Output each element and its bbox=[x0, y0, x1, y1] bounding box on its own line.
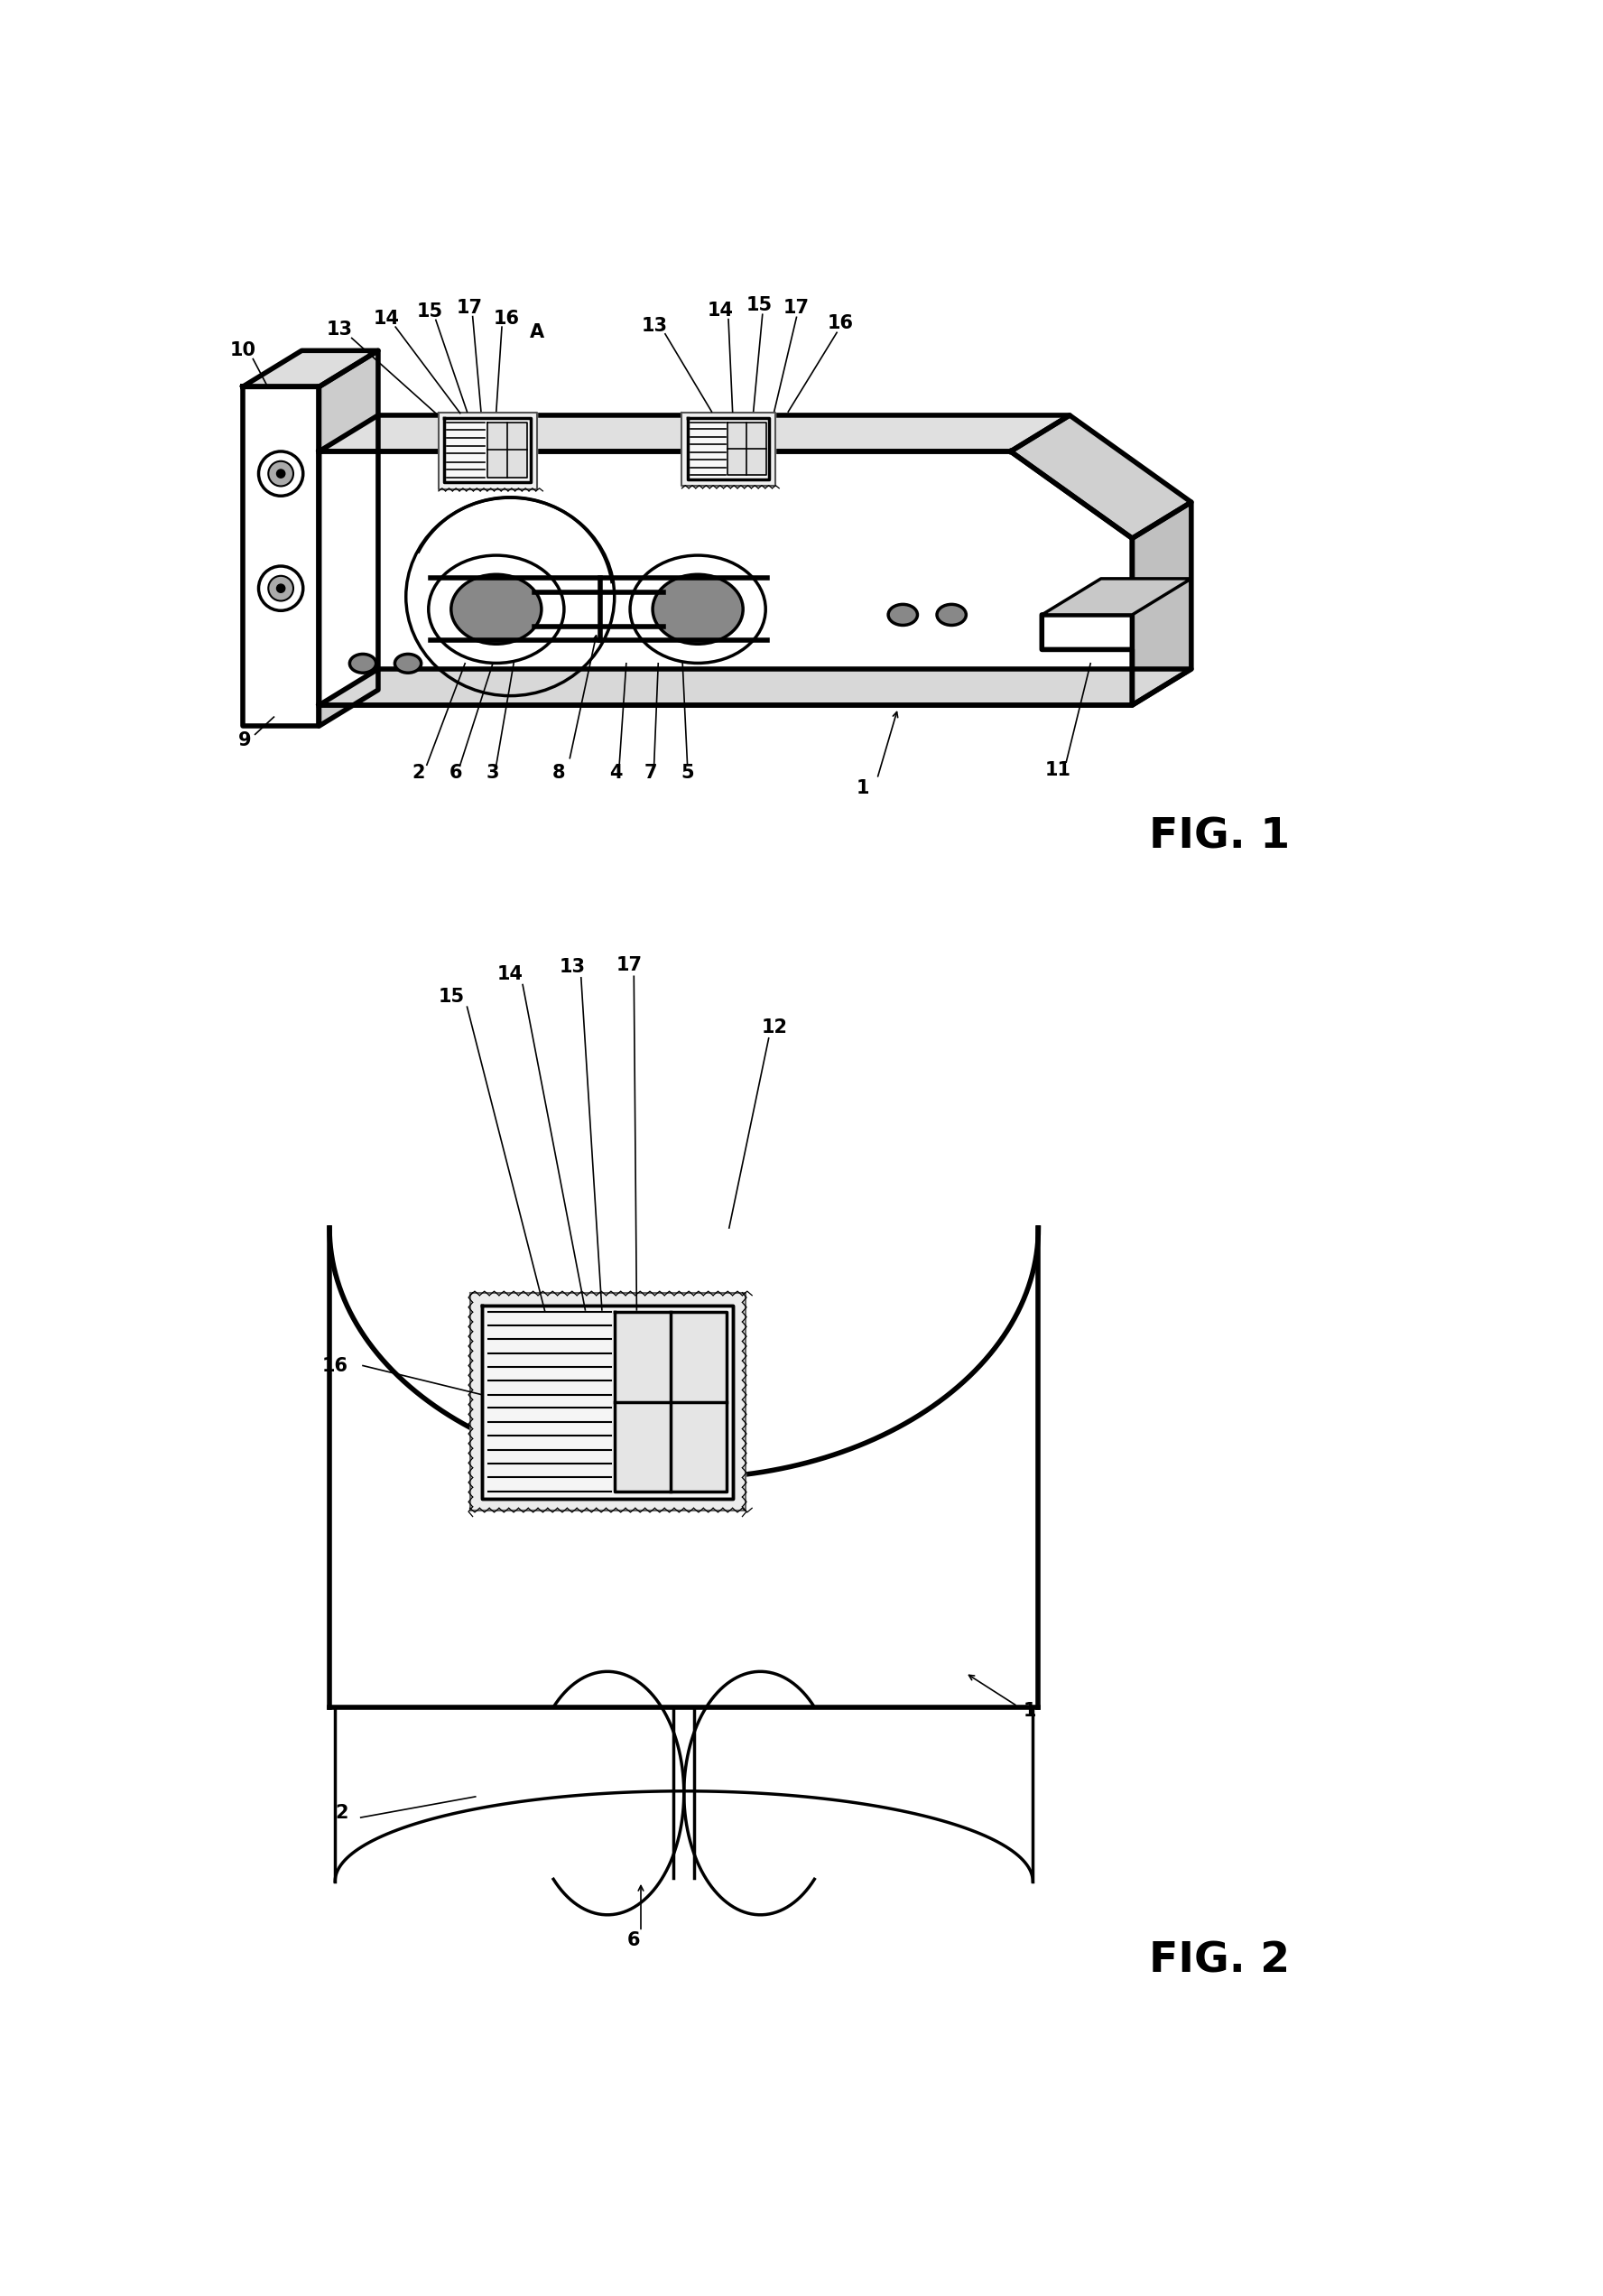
Polygon shape bbox=[242, 351, 378, 386]
Text: 5: 5 bbox=[681, 765, 694, 781]
Text: 14: 14 bbox=[707, 301, 733, 319]
Polygon shape bbox=[614, 1311, 728, 1492]
Circle shape bbox=[277, 583, 285, 592]
Ellipse shape bbox=[450, 574, 542, 643]
Polygon shape bbox=[688, 418, 769, 480]
Polygon shape bbox=[487, 422, 527, 478]
Text: FIG. 2: FIG. 2 bbox=[1149, 1940, 1289, 1981]
Polygon shape bbox=[319, 351, 378, 726]
Text: 16: 16 bbox=[322, 1357, 348, 1375]
Polygon shape bbox=[444, 418, 531, 482]
Text: FIG. 1: FIG. 1 bbox=[1149, 817, 1289, 859]
Ellipse shape bbox=[394, 654, 422, 673]
Text: 17: 17 bbox=[457, 298, 483, 317]
Polygon shape bbox=[681, 413, 774, 487]
Polygon shape bbox=[242, 386, 319, 726]
Text: 13: 13 bbox=[559, 957, 585, 976]
Text: 7: 7 bbox=[644, 765, 657, 781]
Polygon shape bbox=[483, 1304, 733, 1499]
Text: 17: 17 bbox=[617, 955, 643, 974]
Text: 15: 15 bbox=[417, 303, 444, 321]
Polygon shape bbox=[1132, 503, 1191, 705]
Text: 1: 1 bbox=[856, 781, 870, 797]
Polygon shape bbox=[728, 422, 766, 475]
Text: 8: 8 bbox=[553, 765, 566, 781]
Text: 4: 4 bbox=[609, 765, 622, 781]
Ellipse shape bbox=[349, 654, 377, 673]
Text: 15: 15 bbox=[745, 296, 773, 315]
Text: 15: 15 bbox=[438, 987, 465, 1006]
Text: 11: 11 bbox=[1045, 762, 1071, 781]
Circle shape bbox=[268, 576, 293, 602]
Text: A: A bbox=[529, 324, 543, 342]
Text: 17: 17 bbox=[784, 298, 810, 317]
FancyBboxPatch shape bbox=[330, 978, 1037, 1708]
Text: 10: 10 bbox=[229, 342, 256, 360]
Circle shape bbox=[268, 461, 293, 487]
Text: 2: 2 bbox=[412, 765, 425, 781]
Polygon shape bbox=[439, 413, 537, 489]
Text: 6: 6 bbox=[449, 765, 463, 781]
Polygon shape bbox=[319, 668, 1191, 705]
Text: 14: 14 bbox=[497, 964, 523, 983]
Circle shape bbox=[258, 452, 303, 496]
Polygon shape bbox=[1010, 416, 1191, 537]
Circle shape bbox=[277, 468, 285, 478]
Text: 9: 9 bbox=[239, 730, 252, 748]
Text: 2: 2 bbox=[335, 1805, 348, 1823]
Ellipse shape bbox=[652, 574, 744, 643]
Text: 16: 16 bbox=[494, 310, 519, 328]
Polygon shape bbox=[470, 1293, 745, 1511]
Text: 13: 13 bbox=[327, 321, 353, 340]
Ellipse shape bbox=[888, 604, 917, 625]
Ellipse shape bbox=[936, 604, 967, 625]
Text: 6: 6 bbox=[627, 1931, 641, 1949]
Polygon shape bbox=[319, 416, 1069, 452]
Text: 16: 16 bbox=[827, 315, 853, 333]
Text: 1: 1 bbox=[1023, 1701, 1037, 1720]
Circle shape bbox=[258, 567, 303, 611]
Text: 12: 12 bbox=[761, 1019, 787, 1038]
Polygon shape bbox=[319, 452, 1132, 705]
Text: 14: 14 bbox=[373, 310, 399, 328]
Text: 13: 13 bbox=[641, 317, 668, 335]
Text: 3: 3 bbox=[486, 765, 500, 781]
Polygon shape bbox=[1042, 579, 1191, 615]
